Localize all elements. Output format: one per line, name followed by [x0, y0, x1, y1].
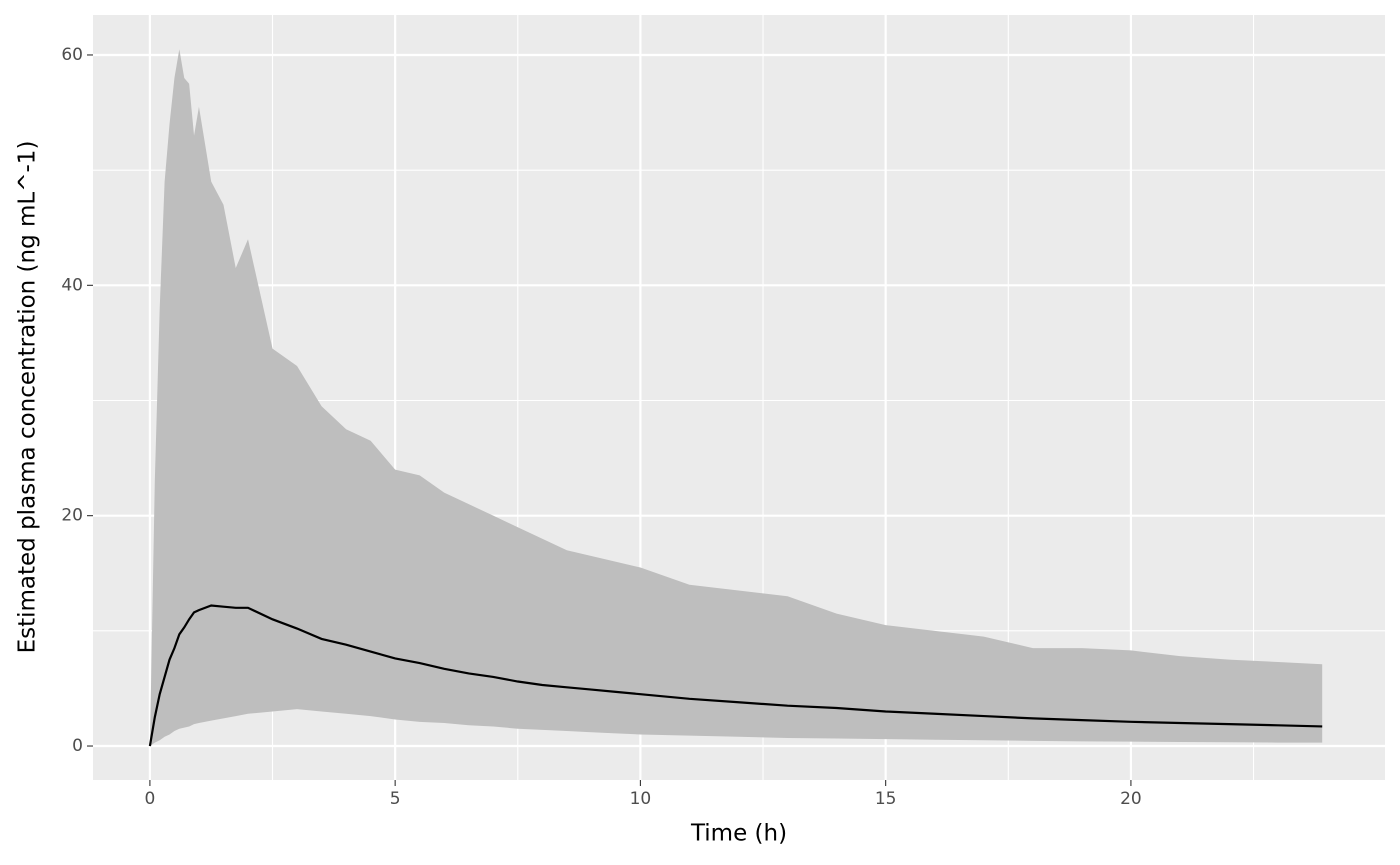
median-line: [148, 604, 1323, 747]
x-tick-label: 20: [1120, 789, 1142, 809]
x-tick-label: 15: [875, 789, 897, 809]
y-axis-title: Estimated plasma concentration (ng mL^-1…: [15, 141, 41, 654]
x-tick-label: 10: [630, 789, 652, 809]
y-tick-label: 40: [61, 275, 83, 295]
x-tick-label: 0: [144, 789, 155, 809]
x-tick-label: 5: [390, 789, 401, 809]
y-tick-label: 0: [72, 736, 83, 756]
x-axis-title: Time (h): [690, 821, 787, 847]
y-tick-label: 60: [61, 45, 83, 65]
confidence-band: [149, 49, 1323, 747]
y-tick-label: 20: [61, 506, 83, 526]
